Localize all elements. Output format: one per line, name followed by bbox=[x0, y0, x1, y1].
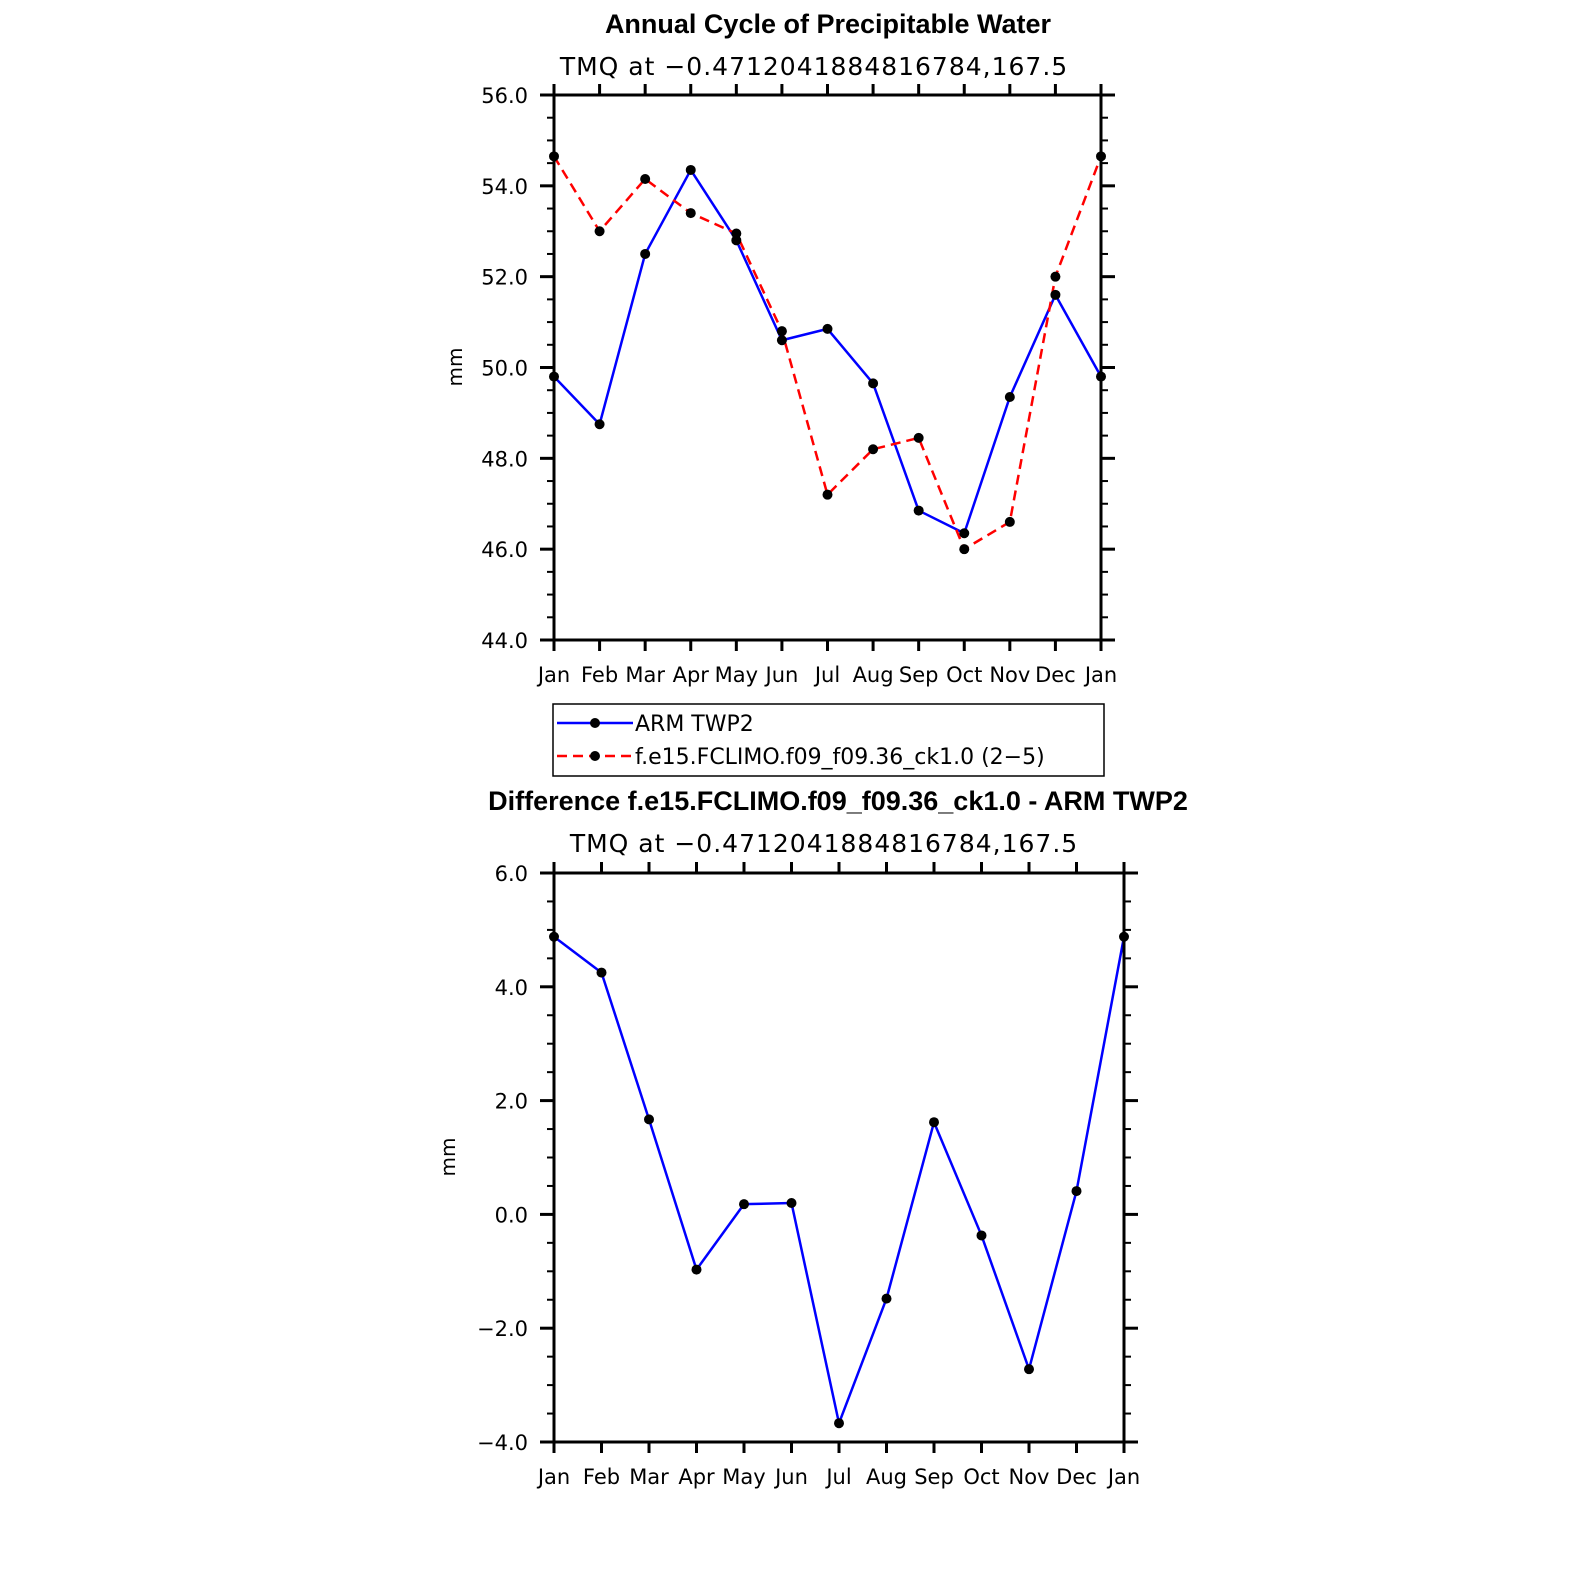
y-tick-label: 0.0 bbox=[495, 1203, 528, 1227]
x-tick-label: Nov bbox=[989, 663, 1030, 687]
chart-title: Annual Cycle of Precipitable Water bbox=[605, 9, 1052, 39]
difference-chart: Difference f.e15.FCLIMO.f09_f09.36_ck1.0… bbox=[436, 786, 1188, 1489]
x-tick-label: Feb bbox=[583, 1465, 620, 1489]
legend-marker-arm-twp2 bbox=[590, 718, 600, 728]
y-tick-label: 54.0 bbox=[481, 175, 528, 199]
x-tick-label: Nov bbox=[1009, 1465, 1050, 1489]
x-tick-label: Dec bbox=[1035, 663, 1076, 687]
y-tick-label: 56.0 bbox=[481, 84, 528, 108]
y-tick-label: 4.0 bbox=[495, 976, 528, 1000]
x-tick-label: Jun bbox=[773, 1465, 808, 1489]
data-point bbox=[959, 528, 970, 539]
x-tick-label: Jan bbox=[536, 1465, 570, 1489]
y-tick-label: 2.0 bbox=[495, 1090, 528, 1114]
data-point bbox=[640, 248, 651, 259]
y-tick-label: 48.0 bbox=[481, 447, 528, 471]
data-point bbox=[1050, 271, 1061, 282]
x-tick-label: Jul bbox=[813, 663, 840, 687]
data-point bbox=[731, 228, 742, 239]
y-tick-labels: 44.0 46.0 48.0 50.0 52.0 54.0 56.0 bbox=[481, 84, 528, 653]
series-layer bbox=[549, 931, 1129, 1429]
x-tick-label: Dec bbox=[1056, 1465, 1097, 1489]
x-tick-label: Jul bbox=[824, 1465, 851, 1489]
x-tick-label: Jan bbox=[1083, 663, 1117, 687]
data-point bbox=[913, 432, 924, 443]
data-point bbox=[822, 489, 833, 500]
legend-label-model: f.e15.FCLIMO.f09_f09.36_ck1.0 (2−5) bbox=[635, 745, 1045, 770]
x-tick-label: Oct bbox=[946, 663, 982, 687]
x-tick-label: Aug bbox=[866, 1465, 907, 1489]
data-point bbox=[594, 419, 605, 430]
annual-cycle-chart: Annual Cycle of Precipitable Water TMQ a… bbox=[443, 9, 1117, 687]
x-tick-labels: Jan Feb Mar Apr May Jun Jul Aug Sep Oct Nov Dec Jan bbox=[536, 1465, 1140, 1489]
series-layer bbox=[549, 151, 1106, 555]
x-tick-labels: Jan Feb Mar Apr May Jun Jul Aug Sep Oct Nov Dec Jan bbox=[536, 663, 1117, 687]
chart-subtitle: TMQ at −0.4712041884816784,167.5 bbox=[559, 52, 1068, 81]
series-line-0 bbox=[553, 935, 1126, 1425]
y-axis-label: mm bbox=[436, 1138, 460, 1177]
data-point bbox=[1050, 289, 1061, 300]
y-tick-label: −4.0 bbox=[477, 1431, 528, 1455]
axis-ticks bbox=[540, 862, 1138, 1453]
y-tick-label: 52.0 bbox=[481, 266, 528, 290]
legend-label-arm-twp2: ARM TWP2 bbox=[635, 712, 754, 737]
data-point bbox=[739, 1199, 749, 1210]
data-point bbox=[868, 444, 879, 455]
axis-ticks bbox=[540, 84, 1115, 651]
x-tick-label: Apr bbox=[673, 663, 710, 687]
data-point bbox=[691, 1264, 702, 1275]
x-tick-label: Mar bbox=[625, 663, 665, 687]
data-point bbox=[1004, 516, 1015, 527]
data-point bbox=[834, 1418, 844, 1429]
data-point bbox=[786, 1198, 797, 1209]
data-point bbox=[929, 1117, 939, 1128]
x-tick-label: Oct bbox=[963, 1465, 999, 1489]
data-point bbox=[596, 967, 607, 978]
plot-frame bbox=[552, 871, 1126, 1444]
plot-frame bbox=[552, 93, 1103, 642]
y-tick-label: 44.0 bbox=[481, 629, 528, 653]
data-point bbox=[959, 544, 970, 555]
chart-title: Difference f.e15.FCLIMO.f09_f09.36_ck1.0… bbox=[488, 786, 1188, 816]
data-point bbox=[685, 164, 696, 175]
data-point bbox=[1071, 1186, 1082, 1197]
x-tick-label: Feb bbox=[581, 663, 618, 687]
x-tick-label: Sep bbox=[914, 1465, 954, 1489]
y-tick-label: 46.0 bbox=[481, 538, 528, 562]
data-point bbox=[881, 1293, 892, 1304]
data-point bbox=[644, 1114, 654, 1125]
data-point bbox=[822, 323, 833, 334]
x-tick-label: Jan bbox=[536, 663, 570, 687]
data-point bbox=[685, 208, 696, 219]
data-point bbox=[1024, 1364, 1034, 1375]
x-tick-label: Jan bbox=[1106, 1465, 1140, 1489]
data-point bbox=[976, 1230, 987, 1241]
y-tick-labels: −4.0 −2.0 0.0 2.0 4.0 6.0 bbox=[477, 862, 528, 1455]
data-point bbox=[594, 226, 605, 237]
data-point bbox=[776, 335, 787, 346]
legend: ARM TWP2 f.e15.FCLIMO.f09_f09.36_ck1.0 (… bbox=[552, 703, 1105, 777]
x-tick-label: Apr bbox=[678, 1465, 715, 1489]
x-tick-label: Jun bbox=[764, 663, 799, 687]
x-tick-label: May bbox=[722, 1465, 765, 1489]
data-point bbox=[640, 174, 651, 185]
x-tick-label: Mar bbox=[629, 1465, 669, 1489]
data-point bbox=[776, 326, 787, 337]
x-tick-label: Aug bbox=[853, 663, 894, 687]
x-tick-label: Sep bbox=[899, 663, 939, 687]
y-axis-label: mm bbox=[443, 348, 467, 387]
legend-marker-model bbox=[590, 751, 600, 761]
y-tick-label: 6.0 bbox=[495, 862, 528, 886]
y-tick-label: −2.0 bbox=[477, 1317, 528, 1341]
x-tick-label: May bbox=[715, 663, 758, 687]
data-point bbox=[913, 505, 924, 516]
chart-subtitle: TMQ at −0.4712041884816784,167.5 bbox=[569, 829, 1078, 858]
y-tick-label: 50.0 bbox=[481, 357, 528, 381]
data-point bbox=[1004, 392, 1015, 403]
legend-box bbox=[552, 703, 1105, 777]
data-point bbox=[868, 378, 879, 389]
